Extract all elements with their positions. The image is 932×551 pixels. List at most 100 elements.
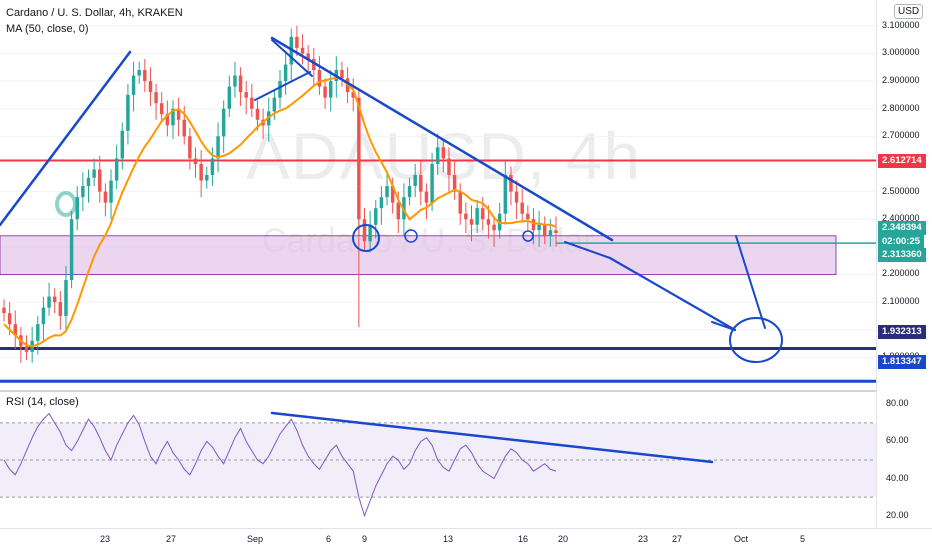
symbol-title[interactable]: Cardano / U. S. Dollar, 4h, KRAKEN — [6, 7, 183, 19]
candle-body — [374, 208, 378, 225]
candle-body — [81, 186, 85, 198]
candle-body — [452, 175, 457, 192]
candle-body — [548, 230, 553, 236]
candle-body — [340, 70, 344, 79]
candle-body — [357, 97, 361, 220]
candle-body — [69, 219, 74, 281]
candle-body — [300, 47, 305, 54]
candle-body — [98, 169, 102, 192]
candle-body — [92, 169, 96, 178]
ma-indicator-label[interactable]: MA (50, close, 0) — [6, 23, 89, 35]
candle-body — [464, 213, 468, 220]
candle-body — [283, 64, 288, 82]
candle-body — [351, 92, 355, 98]
candle-body — [419, 175, 423, 192]
rsi-tick-label: 60.00 — [886, 435, 909, 446]
candle-body — [148, 81, 153, 93]
candle-body — [7, 313, 12, 325]
candle-body — [430, 163, 434, 203]
candle-body — [424, 191, 429, 203]
price-tag: 2.612714 — [878, 154, 926, 168]
support-zone — [0, 235, 837, 275]
candle-body — [503, 175, 508, 214]
rsi-tick-label: 80.00 — [886, 398, 909, 409]
candle-body — [295, 36, 299, 48]
target-circle — [729, 317, 783, 363]
trend-sketch-line — [271, 39, 313, 77]
candle-body — [86, 177, 91, 187]
candle-body — [413, 175, 417, 187]
candle-body — [509, 175, 513, 192]
candle-body — [385, 186, 389, 198]
candle-body — [120, 130, 125, 159]
date-tick-label: 6 — [326, 534, 332, 544]
candle-body — [362, 219, 367, 242]
candle-body — [221, 108, 226, 137]
chart-legend: Cardano / U. S. Dollar, 4h, KRAKEN MA (5… — [6, 5, 183, 37]
candle-body — [379, 197, 384, 209]
candle-body — [238, 75, 243, 93]
price-tick-label: 2.200000 — [882, 268, 920, 279]
candle-body — [328, 81, 333, 98]
projection-arrow-line — [608, 256, 737, 332]
candle-body — [24, 346, 29, 352]
candle-body — [13, 324, 17, 336]
rsi-tick-label: 20.00 — [886, 509, 909, 520]
pane-divider[interactable] — [0, 390, 932, 392]
currency-button[interactable]: USD — [894, 4, 924, 19]
candle-body — [447, 158, 451, 176]
date-tick-label: 23 — [100, 534, 111, 544]
candle-body — [543, 224, 547, 236]
candle-body — [36, 324, 40, 341]
candle-body — [255, 108, 260, 120]
candle-body — [514, 191, 519, 203]
candle-body — [323, 86, 327, 98]
candle-body — [526, 213, 530, 220]
candle-body — [317, 70, 322, 87]
candle-body — [131, 75, 136, 95]
time-axis[interactable] — [0, 528, 932, 551]
price-tick-label: 2.100000 — [882, 296, 920, 307]
price-tick-label: 2.700000 — [882, 130, 920, 141]
rsi-tick-label: 40.00 — [886, 472, 909, 483]
rsi-divergence-line — [270, 411, 714, 464]
uptrend-line — [0, 50, 132, 227]
price-tick-label: 2.500000 — [882, 185, 920, 196]
candle-body — [165, 114, 170, 126]
price-tick-label: 3.000000 — [882, 47, 920, 58]
bottom-circle — [522, 230, 534, 242]
price-tick-label: 2.800000 — [882, 102, 920, 113]
bottom-circle — [352, 224, 380, 252]
price-tag: 2.348394 — [878, 221, 926, 235]
price-tag: 1.932313 — [878, 325, 926, 339]
candle-body — [193, 158, 198, 164]
candle-body — [475, 208, 479, 225]
candle-body — [390, 186, 395, 203]
candle-body — [458, 191, 462, 214]
candle-body — [312, 58, 316, 71]
downtrend-line — [270, 36, 614, 242]
candle-body — [2, 307, 6, 314]
candle-body — [250, 97, 254, 109]
candle-body — [75, 197, 79, 220]
candle-body — [137, 70, 141, 76]
candle-body — [396, 202, 401, 220]
moving-average-line — [3, 76, 557, 348]
candle-body — [58, 302, 63, 316]
candle-body — [306, 53, 310, 59]
candle-body — [47, 296, 51, 308]
candle-body — [244, 92, 248, 98]
candle-body — [492, 224, 496, 231]
price-tag: 02:00:25 — [878, 235, 925, 249]
candle-body — [407, 186, 412, 198]
price-axis[interactable] — [876, 0, 932, 528]
candle-body — [171, 108, 175, 126]
candle-body — [272, 97, 277, 112]
candle-body — [216, 136, 220, 159]
projection-arrow-head — [711, 321, 736, 331]
rsi-indicator-label[interactable]: RSI (14, close) — [6, 396, 79, 408]
price-chart-pane[interactable] — [0, 0, 876, 390]
date-tick-label: 16 — [518, 534, 529, 544]
candle-body — [537, 224, 541, 231]
